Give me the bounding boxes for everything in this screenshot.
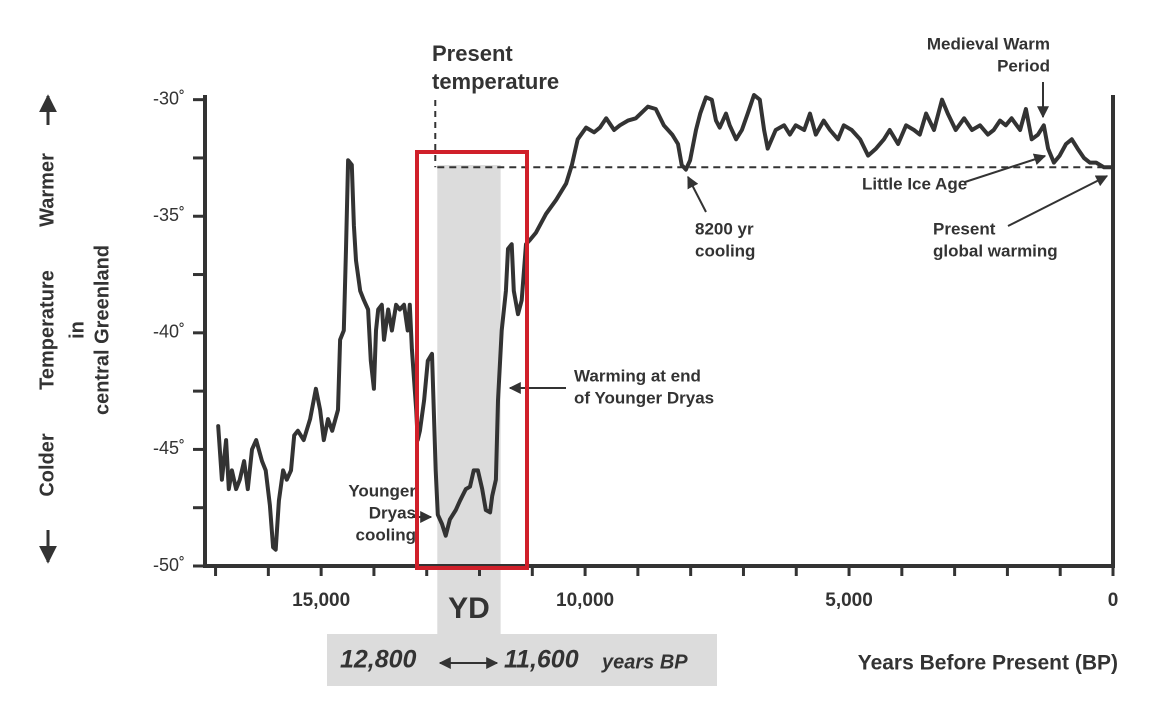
annotation: temperature	[432, 69, 559, 94]
y-axis-label: in	[66, 321, 88, 339]
annotation: Present	[432, 41, 513, 66]
x-tick-label: 5,000	[825, 590, 873, 611]
arrow	[687, 175, 707, 213]
y-tick-label: -30˚	[153, 88, 185, 108]
arrow	[1007, 175, 1109, 227]
annotation: cooling	[695, 241, 755, 260]
y-axis-label: central Greenland	[91, 245, 113, 415]
yd-label: YD	[448, 592, 490, 625]
yd-unit: years BP	[601, 651, 688, 673]
temperature-line	[216, 93, 1114, 552]
y-tick-label: -50˚	[153, 555, 185, 575]
arrow	[964, 153, 1047, 183]
annotation: Younger	[348, 481, 416, 500]
annotation: Present	[933, 219, 996, 238]
annotation: Dryas	[369, 503, 416, 522]
x-tick-label: 15,000	[292, 590, 350, 611]
annotation: global warming	[933, 241, 1058, 260]
yd-band	[437, 165, 501, 634]
annotation: Period	[997, 56, 1050, 75]
y-tick-label: -40˚	[153, 322, 185, 342]
annotation: Medieval Warm	[927, 34, 1050, 53]
background-layer: YD	[437, 165, 501, 634]
x-tick-label: 0	[1108, 590, 1119, 611]
warmer-label: Warmer	[36, 153, 58, 227]
annotation: Warming at end	[574, 366, 701, 385]
annotation: Little Ice Age	[862, 174, 967, 193]
annotation: of Younger Dryas	[574, 388, 714, 407]
x-tick-label: 10,000	[556, 590, 614, 611]
y-axis-label: Temperature	[36, 270, 58, 390]
y-tick-label: -45˚	[153, 438, 185, 458]
yd-end: 11,600	[504, 646, 579, 674]
highlight-box	[415, 150, 529, 570]
yd-start: 12,800	[340, 646, 417, 674]
annotation: cooling	[356, 525, 416, 544]
x-axis-label: Years Before Present (BP)	[858, 652, 1118, 675]
annotation: 8200 yr	[695, 219, 754, 238]
y-tick-label: -35˚	[153, 205, 185, 225]
yd-range-box	[327, 634, 717, 686]
colder-label: Colder	[36, 433, 58, 497]
